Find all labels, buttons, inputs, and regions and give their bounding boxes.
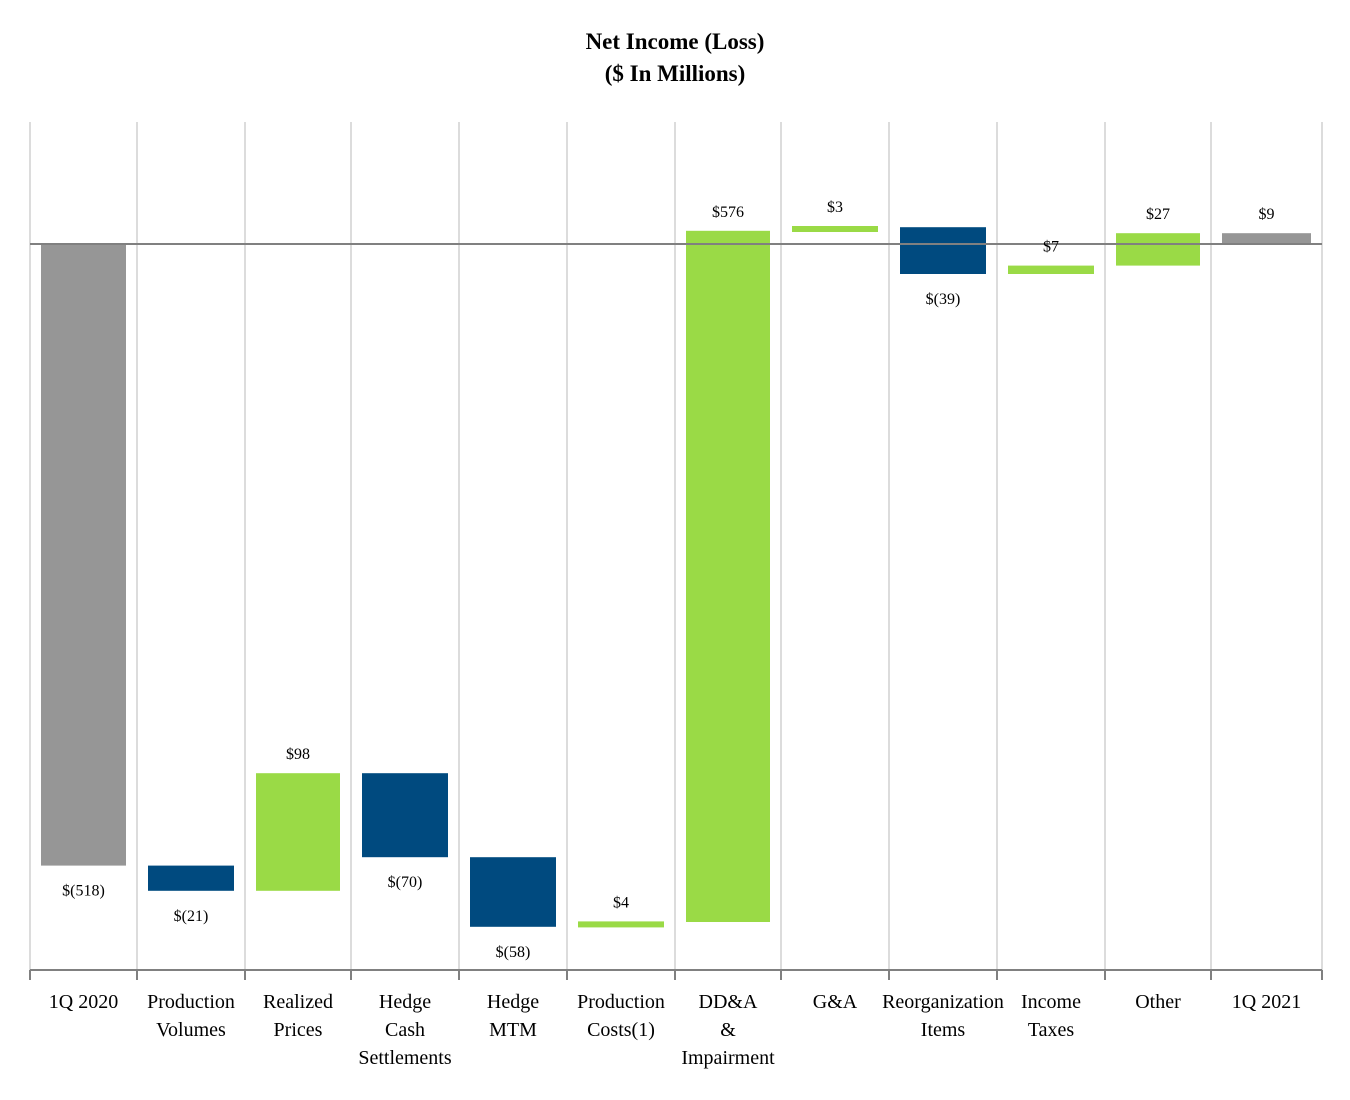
data-label-1: $(518) <box>62 883 105 900</box>
data-label-9: $(39) <box>926 291 961 308</box>
waterfall-bar-8 <box>792 226 878 232</box>
data-label-6: $4 <box>613 894 629 911</box>
category-label-6: Production Costs(1) <box>577 991 665 1041</box>
category-label-12: 1Q 2021 <box>1232 991 1301 1013</box>
waterfall-bar-9 <box>900 227 986 274</box>
category-label-7: DD&A & Impairment <box>681 991 775 1069</box>
category-label-8: G&A <box>813 991 858 1013</box>
data-label-2: $(21) <box>174 908 209 925</box>
waterfall-bar-1 <box>41 244 126 866</box>
data-label-4: $(70) <box>388 874 423 891</box>
category-label-2: Production Volumes <box>147 991 235 1041</box>
waterfall-bar-4 <box>362 773 448 858</box>
data-label-10: $7 <box>1043 239 1059 256</box>
category-label-1: 1Q 2020 <box>49 991 118 1013</box>
data-label-11: $27 <box>1146 206 1170 223</box>
chart-subtitle: ($ In Millions) <box>604 61 746 86</box>
category-label-9: Reorganization Items <box>882 991 1004 1041</box>
category-label-11: Other <box>1135 991 1181 1013</box>
data-label-12: $9 <box>1259 206 1275 223</box>
category-label-4: Hedge Cash Settlements <box>358 991 452 1069</box>
data-label-3: $98 <box>286 746 310 763</box>
category-label-5: Hedge MTM <box>487 991 539 1041</box>
waterfall-bar-10 <box>1008 265 1094 274</box>
category-label-3: Realized Prices <box>263 991 333 1041</box>
waterfall-bar-2 <box>148 865 234 891</box>
waterfall-bar-6 <box>578 921 664 928</box>
waterfall-bar-7 <box>686 230 770 923</box>
data-label-8: $3 <box>827 199 843 216</box>
data-label-5: $(58) <box>496 944 531 961</box>
chart-title: Net Income (Loss) <box>585 29 765 54</box>
chart-title-block: Net Income (Loss) ($ In Millions) <box>0 26 1350 90</box>
waterfall-bar-3 <box>256 773 340 891</box>
waterfall-bar-12 <box>1222 233 1311 244</box>
waterfall-bar-5 <box>470 857 556 927</box>
category-label-10: Income Taxes <box>1021 991 1081 1041</box>
waterfall-bar-11 <box>1116 233 1200 266</box>
data-label-7: $576 <box>712 204 744 221</box>
